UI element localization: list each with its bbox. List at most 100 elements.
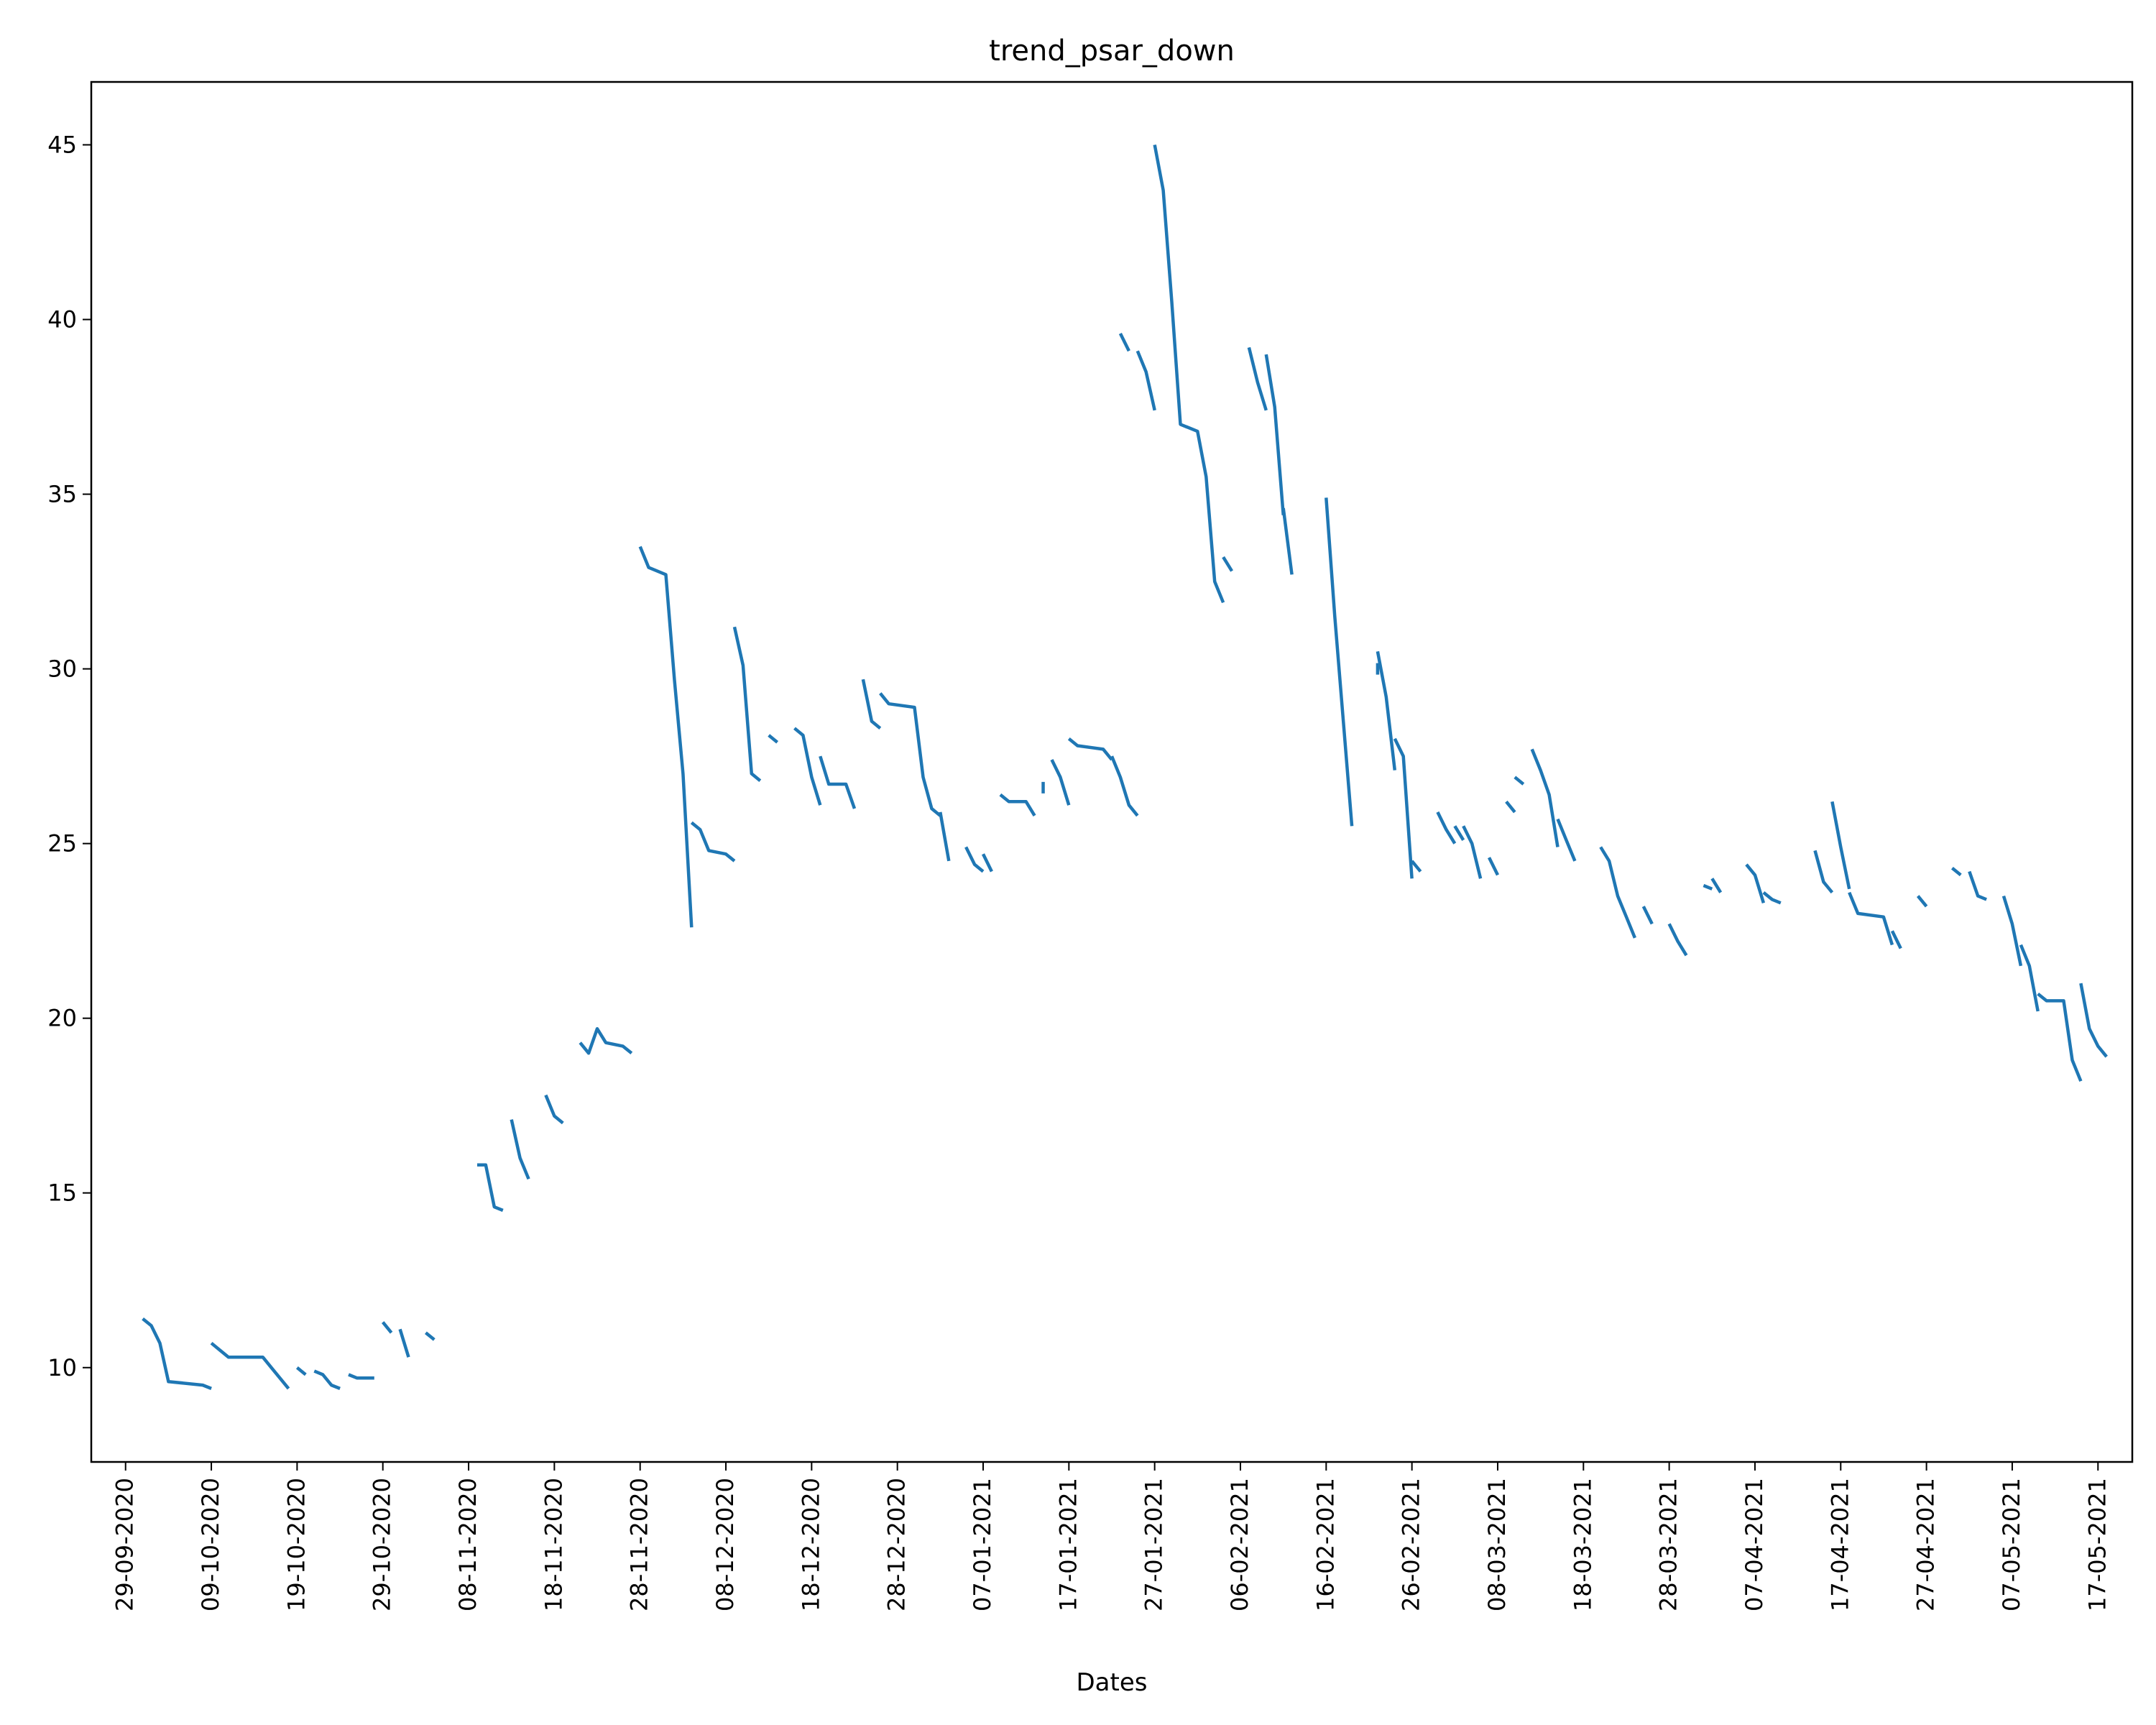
series-segment: [1890, 930, 1902, 949]
x-tick-label: 07-01-2021: [969, 1478, 996, 1611]
y-tick-label: 35: [47, 481, 77, 508]
series-segment: [1667, 923, 1688, 957]
x-tick-label: 28-03-2021: [1655, 1478, 1682, 1611]
series-segment: [210, 1341, 290, 1390]
series-segment: [1762, 891, 1782, 905]
x-tick-label: 18-03-2021: [1569, 1478, 1596, 1611]
x-tick-label: 27-01-2021: [1141, 1478, 1168, 1611]
series-segment: [398, 1328, 410, 1358]
series-segment: [1050, 759, 1071, 806]
series-segment: [295, 1366, 307, 1376]
series-segment: [819, 755, 857, 809]
series-segment: [1222, 556, 1234, 572]
series-segment: [1118, 333, 1130, 352]
x-tick-label: 29-09-2020: [111, 1478, 139, 1611]
series-segment: [1325, 497, 1354, 827]
y-axis: 10 15 20 25 30 35 40 45: [47, 131, 91, 1381]
x-tick-label: 17-01-2021: [1054, 1478, 1082, 1611]
series-segment: [1135, 350, 1156, 411]
series-segment: [879, 692, 941, 817]
chart-title: trend_psar_down: [989, 34, 1235, 68]
y-tick-label: 30: [47, 656, 77, 683]
series-segment: [690, 821, 736, 862]
x-tick-label: 06-02-2021: [1226, 1478, 1253, 1611]
series-segment: [424, 1331, 436, 1341]
series-segment: [1848, 891, 1894, 946]
series-segment: [1487, 857, 1500, 876]
series-segment: [793, 727, 822, 806]
series-segment: [1067, 737, 1113, 761]
series-segment: [861, 678, 882, 730]
x-tick-label: 07-04-2021: [1741, 1478, 1768, 1611]
series-segment: [2001, 895, 2023, 967]
series-segment: [1453, 825, 1465, 841]
series-segment: [1556, 818, 1577, 862]
y-tick-label: 15: [47, 1179, 77, 1207]
series-segment: [313, 1369, 341, 1390]
series-segment: [1410, 860, 1422, 873]
series-segment: [2037, 992, 2083, 1082]
y-tick-label: 20: [47, 1005, 77, 1032]
series-segment: [1599, 846, 1636, 939]
series-segment: [1393, 737, 1414, 879]
x-tick-label: 29-10-2020: [369, 1478, 396, 1611]
x-tick-label: 18-11-2020: [540, 1478, 567, 1611]
series-segment: [1505, 800, 1516, 814]
series-segment: [142, 1317, 212, 1390]
series-segment: [1745, 863, 1766, 903]
series-segment: [1641, 906, 1654, 925]
x-tick-label: 08-12-2020: [711, 1478, 739, 1611]
series-segment: [732, 626, 762, 782]
series-segment: [1703, 883, 1713, 891]
series-segment: [1916, 895, 1928, 908]
series-segment: [1710, 878, 1723, 893]
x-tick-label: 08-03-2021: [1483, 1478, 1511, 1611]
series-segment: [1264, 354, 1285, 515]
series-segment: [638, 546, 694, 928]
series-segment: [1281, 507, 1294, 575]
series-segment: [981, 853, 993, 873]
x-tick-label: 26-02-2021: [1398, 1478, 1425, 1611]
x-tick-label: 08-11-2020: [454, 1478, 482, 1611]
series-segment: [1950, 866, 1962, 877]
x-tick-label: 27-04-2021: [1912, 1478, 1940, 1611]
y-tick-label: 45: [47, 131, 77, 158]
x-tick-label: 16-02-2021: [1312, 1478, 1339, 1611]
series-segment: [381, 1321, 393, 1334]
series-segment: [2079, 983, 2108, 1058]
x-tick-label: 09-10-2020: [197, 1478, 224, 1611]
series-segment: [1153, 144, 1225, 604]
series-segment: [477, 1163, 504, 1213]
y-tick-label: 25: [47, 830, 77, 857]
x-tick-label: 28-11-2020: [626, 1478, 653, 1611]
x-axis: 29-09-2020 09-10-2020 19-10-2020 29-10-2020…: [111, 1462, 2111, 1611]
series-segment: [1968, 870, 1987, 901]
plot-area-frame: [90, 80, 2134, 1463]
series-segment: [1376, 650, 1397, 770]
series-segment: [939, 811, 951, 862]
series-layer: [142, 144, 2108, 1390]
series-segment: [999, 793, 1036, 816]
x-tick-label: 19-10-2020: [282, 1478, 310, 1611]
series-segment: [1813, 850, 1834, 894]
x-tick-label: 07-05-2021: [1998, 1478, 2025, 1611]
series-segment: [768, 734, 779, 744]
series-segment: [2019, 944, 2040, 1012]
series-segment: [348, 1373, 374, 1380]
y-tick-label: 10: [47, 1354, 77, 1381]
series-segment: [1830, 801, 1851, 890]
series-segment: [579, 1027, 633, 1055]
series-segment: [1247, 346, 1268, 411]
x-axis-label: Dates: [1077, 1668, 1148, 1697]
series-segment: [510, 1119, 530, 1180]
series-segment: [964, 846, 985, 873]
series-segment: [1436, 811, 1457, 845]
series-segment: [1514, 776, 1525, 786]
x-tick-label: 17-04-2021: [1826, 1478, 1853, 1611]
x-tick-label: 28-12-2020: [883, 1478, 911, 1611]
x-tick-label: 17-05-2021: [2083, 1478, 2111, 1611]
series-segment: [1530, 748, 1560, 847]
series-segment: [544, 1094, 564, 1125]
